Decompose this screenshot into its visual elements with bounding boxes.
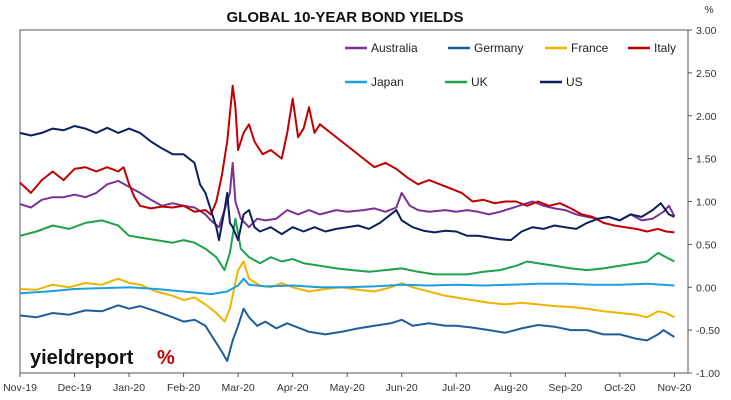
legend-label-uk: UK <box>471 75 488 89</box>
x-tick-label: Dec-19 <box>58 382 92 394</box>
x-tick-label: Oct-20 <box>604 382 636 394</box>
x-tick-label: Aug-20 <box>494 382 528 394</box>
series-line-japan <box>19 277 675 296</box>
y-axis: 3.00 2.50 2.00 1.50 1.00 0.50 0.00 -0.50 -1.00 <box>688 25 720 380</box>
legend-label-italy: Italy <box>654 41 676 55</box>
x-tick-label: May-20 <box>330 382 365 394</box>
series-line-australia <box>19 161 676 229</box>
y-tick-label: 3.00 <box>696 25 717 37</box>
logo-percent-symbol: % <box>157 347 175 369</box>
y-tick-label: 0.50 <box>696 239 717 251</box>
y-tick-label: -0.50 <box>696 325 720 337</box>
x-tick-label: Apr-20 <box>277 382 309 394</box>
y-tick-label: 1.00 <box>696 197 717 209</box>
x-tick-label: Nov-19 <box>3 382 37 394</box>
y-tick-label: 1.50 <box>696 154 717 166</box>
x-tick-label: Feb-20 <box>167 382 200 394</box>
y-tick-label: 0.00 <box>696 282 717 294</box>
series-line-france <box>19 260 675 323</box>
x-axis: Nov-19 Dec-19 Jan-20 Feb-20 Mar-20 Apr-20 May-… <box>3 373 691 394</box>
y-axis-unit: % <box>704 4 713 16</box>
x-tick-label: Nov-20 <box>657 382 691 394</box>
series-lines <box>19 84 676 362</box>
legend-label-australia: Australia <box>371 41 418 55</box>
x-tick-label: Jan-20 <box>113 382 145 394</box>
x-tick-label: Jul-20 <box>442 382 471 394</box>
x-tick-label: Sep-20 <box>548 382 582 394</box>
x-tick-label: Mar-20 <box>221 382 254 394</box>
yieldreport-logo: yieldreport % <box>30 347 175 369</box>
legend-label-france: France <box>571 41 609 55</box>
y-tick-label: 2.50 <box>696 68 717 80</box>
logo-wordmark: yieldreport <box>30 347 134 369</box>
legend-label-us: US <box>566 75 583 89</box>
series-line-germany <box>19 304 675 362</box>
legend-label-germany: Germany <box>474 41 523 55</box>
chart-title: GLOBAL 10-YEAR BOND YIELDS <box>227 9 464 26</box>
y-tick-label: 2.00 <box>696 111 717 123</box>
legend-label-japan: Japan <box>371 75 404 89</box>
series-line-us <box>19 125 675 242</box>
series-line-uk <box>19 217 675 276</box>
series-line-italy <box>19 84 675 234</box>
y-tick-label: -1.00 <box>696 368 720 380</box>
x-tick-label: Jun-20 <box>386 382 418 394</box>
legend: Australia Germany France Italy Japan UK US <box>345 41 676 89</box>
